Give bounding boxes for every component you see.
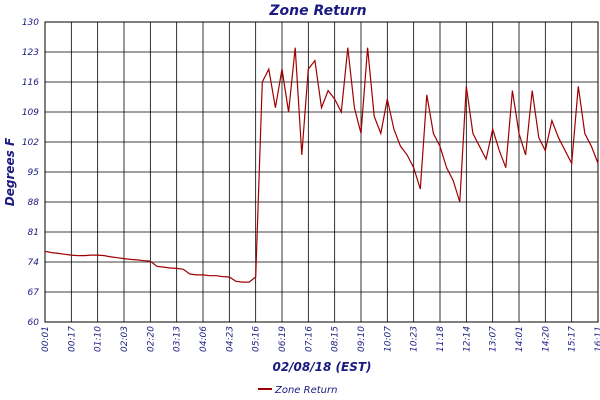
x-tick-label: 03:13	[173, 326, 183, 352]
legend-label: Zone Return	[274, 385, 337, 396]
y-tick-label: 88	[28, 198, 40, 208]
x-tick-label: 04:23	[225, 326, 235, 352]
x-tick-label: 07:16	[304, 326, 314, 352]
y-tick-label: 109	[22, 108, 39, 118]
x-tick-label: 02:03	[120, 326, 130, 352]
y-tick-label: 67	[28, 288, 40, 298]
y-tick-label: 60	[28, 318, 40, 328]
x-tick-label: 12:14	[462, 326, 472, 352]
x-tick-label: 06:19	[278, 326, 288, 352]
x-tick-label: 10:07	[383, 326, 393, 352]
y-tick-label: 116	[22, 78, 39, 88]
x-tick-label: 16:11	[594, 326, 600, 352]
x-tick-label: 09:10	[357, 326, 367, 352]
x-tick-label: 14:20	[541, 326, 551, 352]
x-tick-label: 14:01	[515, 326, 525, 352]
y-tick-label: 95	[28, 168, 40, 178]
x-tick-label: 01:10	[94, 326, 104, 352]
y-tick-label: 102	[22, 138, 39, 148]
x-tick-label: 11:18	[436, 326, 446, 352]
chart-title: Zone Return	[268, 3, 366, 19]
y-tick-label: 81	[28, 228, 39, 238]
x-tick-label: 04:06	[199, 326, 209, 352]
y-tick-label: 130	[22, 18, 39, 28]
x-tick-label: 00:17	[67, 326, 77, 352]
x-tick-label: 13:07	[489, 326, 499, 352]
data-line	[44, 47, 599, 283]
x-axis-label: 02/08/18 (EST)	[272, 360, 371, 374]
y-tick-label: 123	[22, 48, 39, 58]
x-tick-label: 15:17	[568, 326, 578, 352]
x-tick-label: 02:20	[146, 326, 156, 352]
x-tick-label: 05:16	[252, 326, 262, 352]
x-tick-label: 10:23	[410, 326, 420, 352]
x-tick-label: 08:15	[331, 326, 341, 352]
y-tick-label: 74	[28, 258, 40, 268]
y-axis-label: Degrees F	[3, 137, 17, 206]
x-tick-label: 00:01	[41, 326, 51, 352]
